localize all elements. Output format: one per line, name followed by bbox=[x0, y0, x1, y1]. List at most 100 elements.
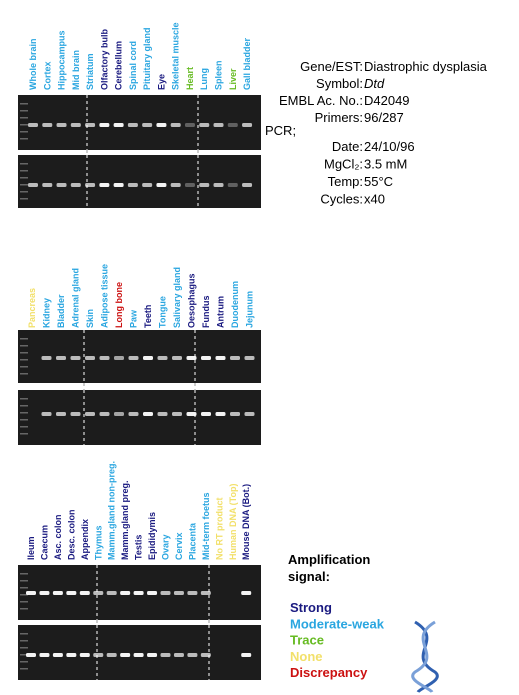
ladder-band bbox=[20, 345, 28, 347]
info-key: Primers: bbox=[315, 110, 363, 125]
band bbox=[215, 356, 226, 360]
info-value: 96/287 bbox=[364, 110, 404, 125]
lane-label: Salivary gland bbox=[172, 267, 182, 328]
lane-label: Skeletal muscle bbox=[171, 22, 181, 90]
info-key: Gene/EST: bbox=[300, 59, 363, 74]
band bbox=[99, 356, 110, 360]
band bbox=[200, 653, 211, 657]
lane-label: Spleen bbox=[214, 60, 224, 90]
band bbox=[56, 412, 66, 416]
gel-image bbox=[18, 155, 261, 208]
band bbox=[156, 123, 167, 127]
ladder-band bbox=[20, 110, 28, 112]
ladder-band bbox=[20, 170, 28, 172]
legend-item: Trace bbox=[290, 633, 324, 648]
band bbox=[241, 653, 252, 657]
lane-label: Thymus bbox=[93, 525, 103, 560]
band bbox=[184, 123, 195, 127]
lane-label: Human DNA (Top) bbox=[228, 484, 238, 561]
band bbox=[187, 653, 198, 657]
ladder-band bbox=[20, 198, 28, 200]
band bbox=[128, 412, 139, 416]
gel-image bbox=[18, 390, 261, 445]
info-value: Diastrophic dysplasia bbox=[364, 59, 488, 74]
lane-label: Desc. colon bbox=[66, 509, 76, 560]
lane-label: Ovary bbox=[161, 534, 171, 560]
lane-label: Hippocampus bbox=[57, 30, 67, 90]
band bbox=[172, 412, 182, 416]
ladder-band bbox=[20, 640, 28, 642]
ladder-band bbox=[20, 373, 28, 375]
info-key: Temp: bbox=[328, 174, 363, 189]
band bbox=[160, 591, 171, 595]
band bbox=[187, 591, 198, 595]
band bbox=[186, 356, 197, 360]
ladder-band bbox=[20, 580, 28, 582]
band bbox=[244, 412, 255, 416]
lane-label: Ileum bbox=[26, 536, 36, 560]
band bbox=[93, 591, 104, 595]
lane-label: Teeth bbox=[143, 305, 153, 328]
lane-label: Oesophagus bbox=[187, 273, 197, 328]
band bbox=[106, 591, 117, 595]
ladder-band bbox=[20, 412, 28, 414]
ladder-band bbox=[20, 633, 28, 635]
band bbox=[99, 123, 110, 127]
ladder-band bbox=[20, 419, 28, 421]
band bbox=[242, 183, 253, 187]
lane-label: Kidney bbox=[42, 298, 52, 328]
band bbox=[79, 653, 90, 657]
band bbox=[99, 412, 110, 416]
band bbox=[39, 653, 50, 657]
ladder-band bbox=[20, 668, 28, 670]
band bbox=[241, 591, 252, 595]
lane-label: Mouse DNA (Bot.) bbox=[241, 484, 251, 560]
band bbox=[227, 183, 238, 187]
lane-label: Appendix bbox=[80, 519, 90, 560]
gel-image bbox=[18, 625, 261, 680]
band bbox=[230, 356, 240, 360]
band bbox=[114, 412, 124, 416]
ladder-band bbox=[20, 405, 28, 407]
gel-image bbox=[18, 95, 261, 150]
lane-label: Whole brain bbox=[28, 39, 38, 91]
band bbox=[201, 412, 211, 416]
ladder-band bbox=[20, 573, 28, 575]
ladder-band bbox=[20, 608, 28, 610]
lane-label: Pancreas bbox=[27, 288, 37, 328]
band bbox=[170, 183, 181, 187]
ladder-band bbox=[20, 117, 28, 119]
band bbox=[142, 123, 153, 127]
band bbox=[143, 412, 153, 416]
band bbox=[70, 412, 81, 416]
band bbox=[113, 183, 124, 187]
ladder-band bbox=[20, 163, 28, 165]
info-key: EMBL Ac. No.: bbox=[279, 93, 363, 108]
ladder-band bbox=[20, 138, 28, 140]
band bbox=[56, 183, 67, 187]
dna-icon bbox=[411, 620, 439, 694]
info-value: 24/10/96 bbox=[364, 139, 415, 154]
band bbox=[244, 356, 255, 360]
lane-label: Duodenum bbox=[230, 281, 240, 328]
band bbox=[52, 591, 63, 595]
ladder-band bbox=[20, 359, 28, 361]
ladder-band bbox=[20, 433, 28, 435]
ladder-band bbox=[20, 426, 28, 428]
band bbox=[173, 591, 184, 595]
ladder-band bbox=[20, 338, 28, 340]
band bbox=[56, 356, 66, 360]
band bbox=[147, 591, 158, 595]
band bbox=[66, 653, 77, 657]
band bbox=[120, 591, 131, 595]
lane-label: Adrenal gland bbox=[71, 268, 81, 328]
band bbox=[201, 356, 211, 360]
info-value: Dtd bbox=[364, 76, 385, 91]
band bbox=[227, 123, 238, 127]
band bbox=[242, 123, 253, 127]
ladder-band bbox=[20, 184, 28, 186]
band bbox=[200, 591, 211, 595]
lane-label: Skin bbox=[85, 309, 95, 328]
